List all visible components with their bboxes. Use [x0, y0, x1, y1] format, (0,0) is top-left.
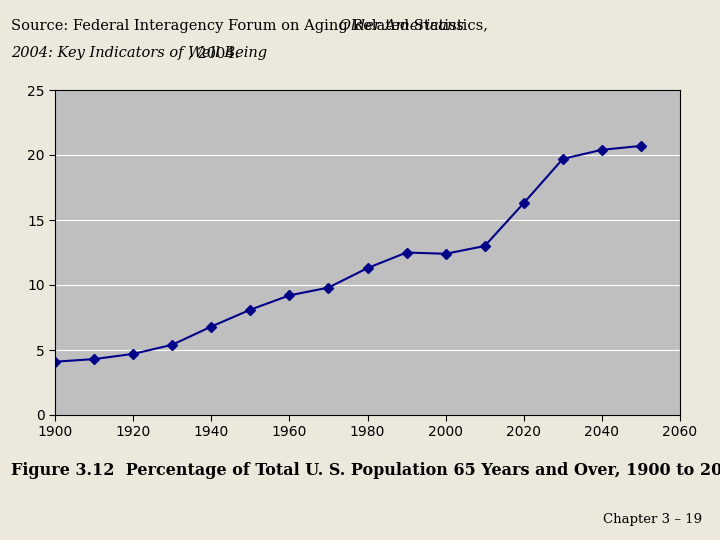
Text: Older Americans: Older Americans [339, 19, 464, 33]
Text: Figure 3.12  Percentage of Total U. S. Population 65 Years and Over, 1900 to 205: Figure 3.12 Percentage of Total U. S. Po… [11, 462, 720, 478]
Text: , 2004.: , 2004. [188, 46, 240, 60]
Text: Chapter 3 – 19: Chapter 3 – 19 [603, 514, 702, 526]
Text: 2004: Key Indicators of Well Being: 2004: Key Indicators of Well Being [11, 46, 267, 60]
Text: Source: Federal Interagency Forum on Aging Related Statistics,: Source: Federal Interagency Forum on Agi… [11, 19, 492, 33]
